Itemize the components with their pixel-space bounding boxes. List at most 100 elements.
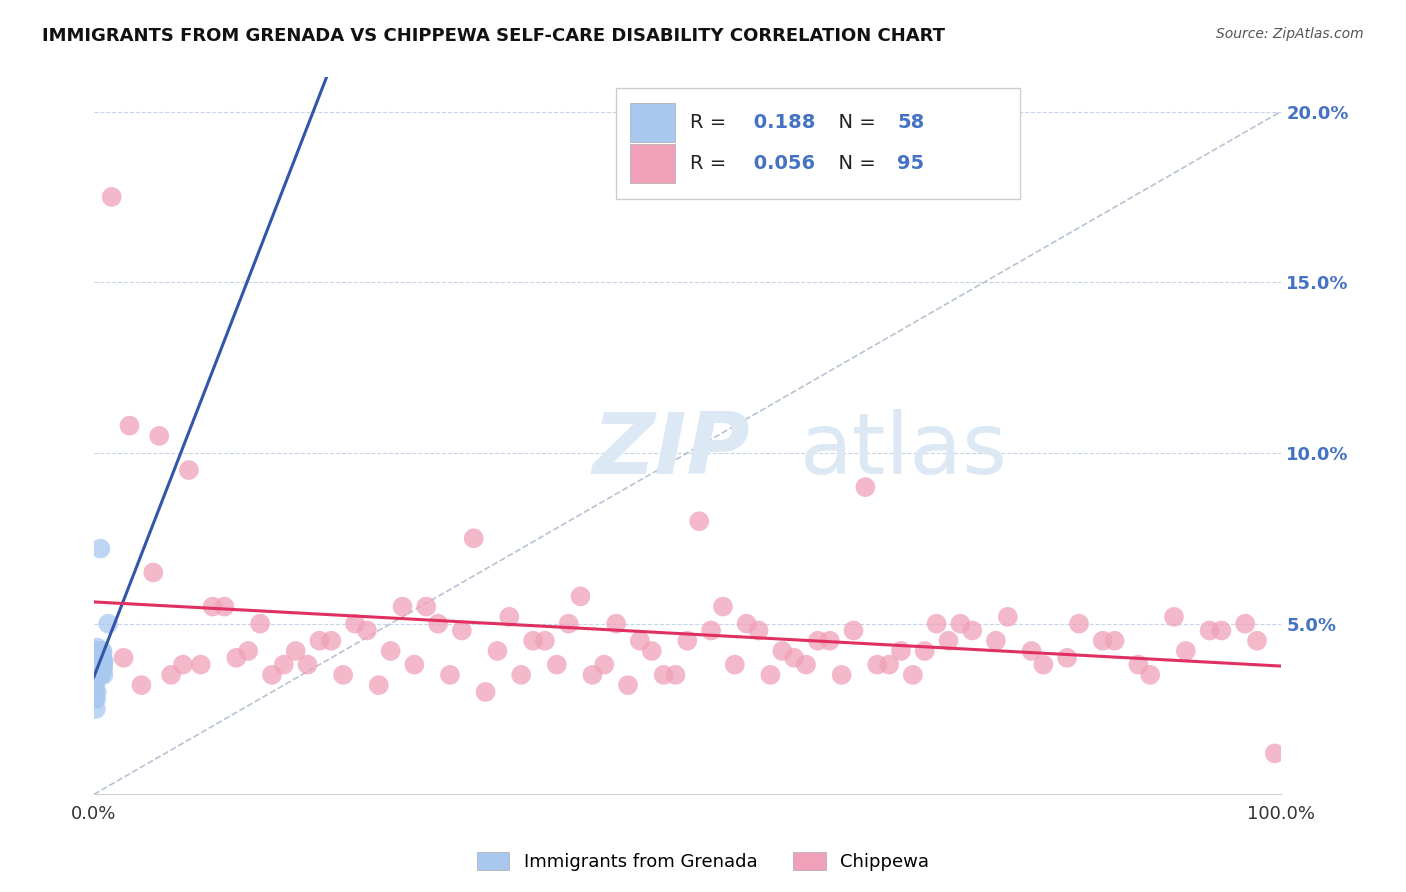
Point: [581, 668, 603, 682]
Point: [86, 685, 108, 699]
Point: [86, 650, 108, 665]
Point: [546, 657, 568, 672]
Point: [807, 633, 830, 648]
Point: [89, 644, 111, 658]
Point: [84, 648, 107, 662]
Text: IMMIGRANTS FROM GRENADA VS CHIPPEWA SELF-CARE DISABILITY CORRELATION CHART: IMMIGRANTS FROM GRENADA VS CHIPPEWA SELF…: [42, 27, 945, 45]
Point: [89, 668, 111, 682]
Point: [593, 657, 616, 672]
Point: [131, 678, 153, 692]
Point: [91, 644, 114, 658]
Point: [960, 624, 983, 638]
Text: N =: N =: [827, 113, 882, 132]
Point: [770, 644, 793, 658]
Point: [142, 566, 165, 580]
Point: [711, 599, 734, 614]
Text: Source: ZipAtlas.com: Source: ZipAtlas.com: [1216, 27, 1364, 41]
Point: [87, 644, 110, 658]
Point: [332, 668, 354, 682]
FancyBboxPatch shape: [616, 88, 1019, 199]
Point: [914, 644, 936, 658]
Point: [83, 685, 105, 699]
Point: [877, 657, 900, 672]
Point: [794, 657, 817, 672]
Point: [91, 648, 114, 662]
Point: [1104, 633, 1126, 648]
Point: [90, 648, 112, 662]
Point: [89, 650, 111, 665]
Point: [984, 633, 1007, 648]
Point: [676, 633, 699, 648]
Point: [308, 633, 330, 648]
Point: [938, 633, 960, 648]
Point: [84, 654, 107, 668]
Point: [748, 624, 770, 638]
Point: [273, 657, 295, 672]
Point: [89, 661, 111, 675]
Point: [1128, 657, 1150, 672]
Point: [91, 650, 114, 665]
Point: [866, 657, 889, 672]
Legend: Immigrants from Grenada, Chippewa: Immigrants from Grenada, Chippewa: [470, 845, 936, 879]
Point: [86, 668, 108, 682]
Point: [90, 654, 112, 668]
Point: [238, 644, 260, 658]
Text: R =: R =: [690, 113, 733, 132]
Point: [112, 650, 135, 665]
Point: [84, 678, 107, 692]
Point: [90, 661, 112, 675]
Point: [118, 418, 141, 433]
Point: [148, 429, 170, 443]
Point: [522, 633, 544, 648]
Point: [90, 654, 112, 668]
Point: [700, 624, 723, 638]
Point: [84, 668, 107, 682]
Point: [831, 668, 853, 682]
Point: [83, 691, 105, 706]
Point: [86, 650, 108, 665]
Point: [84, 650, 107, 665]
Point: [177, 463, 200, 477]
Point: [87, 654, 110, 668]
Point: [1021, 644, 1043, 658]
Point: [100, 190, 122, 204]
Text: N =: N =: [827, 154, 882, 173]
Point: [86, 661, 108, 675]
Point: [367, 678, 389, 692]
Point: [84, 674, 107, 689]
Text: 0.188: 0.188: [747, 113, 815, 132]
Point: [439, 668, 461, 682]
Point: [160, 668, 183, 682]
Point: [97, 616, 120, 631]
Text: R =: R =: [690, 154, 733, 173]
Point: [569, 590, 592, 604]
Point: [486, 644, 509, 658]
Point: [510, 668, 533, 682]
Point: [652, 668, 675, 682]
Point: [415, 599, 437, 614]
Text: atlas: atlas: [800, 409, 1008, 491]
Point: [87, 654, 110, 668]
Point: [1174, 644, 1197, 658]
Point: [617, 678, 640, 692]
Point: [87, 665, 110, 679]
Point: [605, 616, 627, 631]
Point: [190, 657, 212, 672]
Point: [90, 644, 112, 658]
Point: [380, 644, 402, 658]
Point: [628, 633, 651, 648]
Point: [84, 665, 107, 679]
Point: [842, 624, 865, 638]
Point: [1211, 624, 1233, 638]
Point: [91, 654, 114, 668]
Point: [90, 657, 112, 672]
Point: [91, 661, 114, 675]
Point: [557, 616, 579, 631]
FancyBboxPatch shape: [630, 144, 675, 183]
Point: [86, 640, 108, 655]
Point: [1246, 633, 1268, 648]
Point: [949, 616, 972, 631]
Point: [89, 668, 111, 682]
Point: [901, 668, 924, 682]
Point: [1139, 668, 1161, 682]
